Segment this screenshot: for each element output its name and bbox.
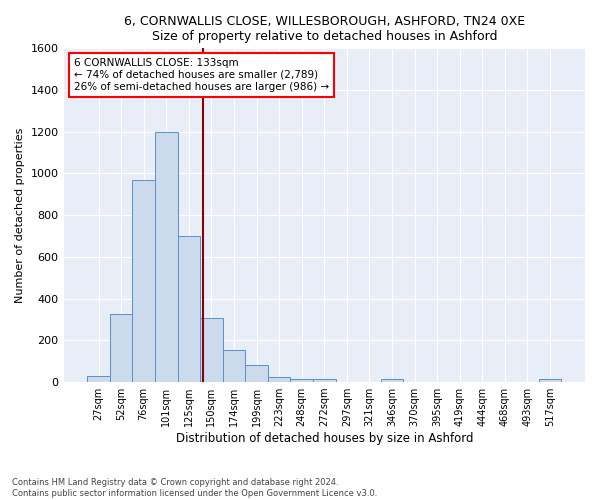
- Text: Contains HM Land Registry data © Crown copyright and database right 2024.
Contai: Contains HM Land Registry data © Crown c…: [12, 478, 377, 498]
- Bar: [110, 314, 133, 382]
- Bar: [313, 379, 335, 382]
- Bar: [87, 376, 110, 382]
- Bar: [178, 236, 200, 382]
- Y-axis label: Number of detached properties: Number of detached properties: [15, 128, 25, 303]
- Bar: [245, 366, 268, 382]
- Bar: [200, 318, 223, 382]
- Bar: [133, 180, 155, 382]
- Bar: [155, 132, 178, 382]
- Title: 6, CORNWALLIS CLOSE, WILLESBOROUGH, ASHFORD, TN24 0XE
Size of property relative : 6, CORNWALLIS CLOSE, WILLESBOROUGH, ASHF…: [124, 15, 525, 43]
- Bar: [290, 379, 313, 382]
- Bar: [268, 377, 290, 382]
- Bar: [381, 379, 403, 382]
- X-axis label: Distribution of detached houses by size in Ashford: Distribution of detached houses by size …: [176, 432, 473, 445]
- Bar: [223, 350, 245, 382]
- Text: 6 CORNWALLIS CLOSE: 133sqm
← 74% of detached houses are smaller (2,789)
26% of s: 6 CORNWALLIS CLOSE: 133sqm ← 74% of deta…: [74, 58, 329, 92]
- Bar: [539, 379, 561, 382]
